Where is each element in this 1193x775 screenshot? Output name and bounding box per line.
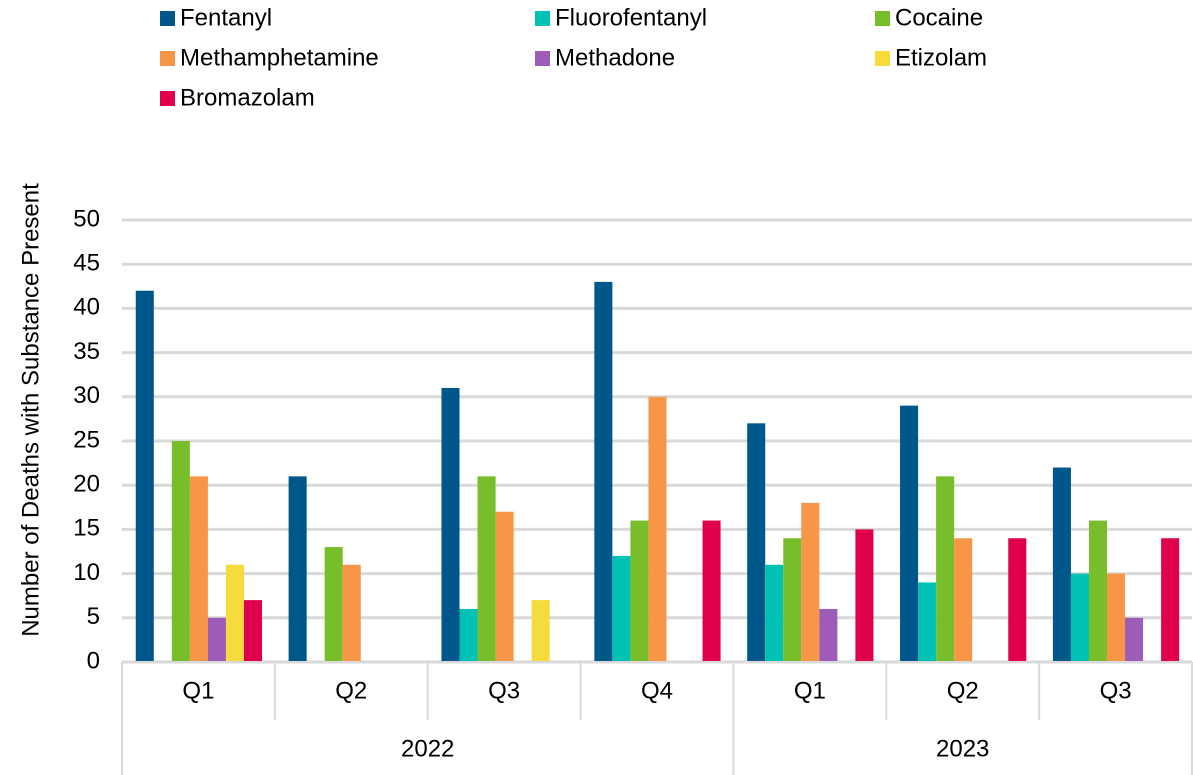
x-tick-label: Q1 bbox=[182, 677, 214, 704]
bar bbox=[819, 608, 838, 662]
legend-swatch bbox=[160, 11, 175, 26]
y-tick-label: 30 bbox=[73, 382, 100, 409]
legend-swatch bbox=[875, 11, 890, 26]
bar bbox=[207, 617, 226, 662]
legend-label: Bromazolam bbox=[180, 84, 315, 111]
bar bbox=[594, 281, 613, 662]
y-axis-label: Number of Deaths with Substance Present bbox=[17, 183, 44, 637]
legend-swatch bbox=[535, 51, 550, 66]
x-tick-label: Q3 bbox=[488, 677, 520, 704]
y-tick-label: 20 bbox=[73, 471, 100, 498]
x-tick-label: Q3 bbox=[1100, 677, 1132, 704]
x-tick-label: Q2 bbox=[947, 677, 979, 704]
y-tick-label: 45 bbox=[73, 250, 100, 277]
bar bbox=[936, 476, 955, 662]
year-label: 2022 bbox=[401, 735, 454, 762]
bar bbox=[765, 564, 784, 662]
bar bbox=[324, 547, 343, 662]
bar bbox=[495, 511, 514, 662]
bar bbox=[288, 476, 307, 662]
bar bbox=[531, 600, 550, 662]
bar bbox=[189, 476, 208, 662]
bar bbox=[801, 502, 820, 662]
legend-label: Etizolam bbox=[895, 44, 987, 71]
x-tick-label: Q2 bbox=[335, 677, 367, 704]
legend-swatch bbox=[160, 51, 175, 66]
year-label: 2023 bbox=[936, 735, 989, 762]
legend-label: Cocaine bbox=[895, 4, 983, 31]
legend-label: Fluorofentanyl bbox=[555, 4, 707, 31]
bar bbox=[900, 405, 919, 662]
legend-swatch bbox=[875, 51, 890, 66]
bar bbox=[612, 555, 631, 662]
bar bbox=[1070, 573, 1089, 662]
y-tick-label: 15 bbox=[73, 515, 100, 542]
bar bbox=[441, 387, 460, 662]
bar bbox=[459, 608, 478, 662]
legend-swatch bbox=[535, 11, 550, 26]
bar bbox=[135, 290, 154, 662]
legend-label: Methamphetamine bbox=[180, 44, 379, 71]
bar bbox=[1161, 538, 1180, 662]
y-tick-label: 40 bbox=[73, 294, 100, 321]
bar bbox=[783, 538, 802, 662]
bar bbox=[1052, 467, 1071, 662]
bar bbox=[1107, 573, 1126, 662]
bar bbox=[954, 538, 973, 662]
bar bbox=[702, 520, 721, 662]
bar bbox=[855, 529, 874, 662]
y-tick-label: 5 bbox=[87, 603, 100, 630]
bar bbox=[1088, 520, 1108, 662]
bar bbox=[1008, 538, 1027, 662]
y-tick-label: 0 bbox=[87, 647, 100, 674]
bar bbox=[171, 441, 190, 662]
y-tick-label: 10 bbox=[73, 559, 100, 586]
bar bbox=[342, 564, 361, 662]
x-tick-label: Q4 bbox=[641, 677, 673, 704]
bar bbox=[648, 396, 667, 662]
bar bbox=[243, 600, 263, 662]
bar bbox=[918, 582, 937, 662]
bar bbox=[225, 564, 244, 662]
y-tick-label: 25 bbox=[73, 426, 100, 453]
bar bbox=[1125, 617, 1144, 662]
bar bbox=[477, 476, 496, 662]
bar bbox=[747, 423, 766, 662]
legend-label: Methadone bbox=[555, 44, 675, 71]
legend-swatch bbox=[160, 91, 175, 106]
bar bbox=[630, 520, 649, 662]
legend-label: Fentanyl bbox=[180, 4, 272, 31]
y-tick-label: 35 bbox=[73, 338, 100, 365]
x-tick-label: Q1 bbox=[794, 677, 826, 704]
y-tick-label: 50 bbox=[73, 205, 100, 232]
